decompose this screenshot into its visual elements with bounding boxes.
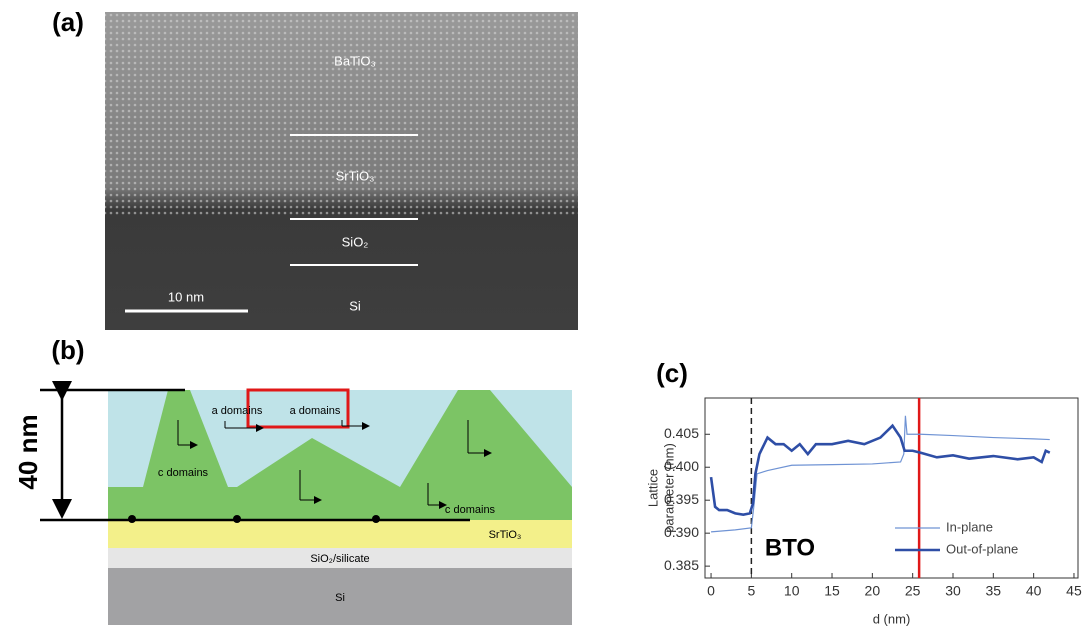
- layer-label: SrTiO₃: [336, 168, 375, 183]
- x-axis-title: d (nm): [873, 611, 911, 626]
- legend-label: In-plane: [946, 519, 993, 534]
- label: c domains: [445, 504, 496, 516]
- label: SiO₂/silicate: [310, 553, 369, 565]
- label: a domains: [290, 405, 341, 417]
- panel-label: (b): [51, 335, 84, 365]
- dot: [128, 515, 136, 523]
- label: a domains: [212, 405, 263, 417]
- dot: [372, 515, 380, 523]
- x-tick-label: 5: [747, 583, 755, 599]
- x-tick-label: 45: [1066, 583, 1082, 599]
- layer-label: BaTiO₃: [334, 53, 376, 68]
- y-tick-label: 0.405: [664, 425, 699, 441]
- x-tick-label: 15: [824, 583, 840, 599]
- y-tick-label: 0.385: [664, 557, 699, 573]
- annotation: BTO: [765, 534, 815, 561]
- panel-label: (c): [656, 358, 688, 388]
- legend-label: Out-of-plane: [946, 541, 1018, 556]
- x-tick-label: 30: [945, 583, 961, 599]
- label: SrTiO₃: [489, 529, 522, 541]
- dot: [233, 515, 241, 523]
- scale-label: 10 nm: [168, 289, 204, 304]
- layer-label: Si: [349, 298, 361, 313]
- label: c domains: [158, 467, 209, 479]
- x-tick-label: 25: [905, 583, 921, 599]
- x-tick-label: 20: [865, 583, 881, 599]
- panel-label: (a): [52, 7, 84, 37]
- series-line: [711, 416, 1050, 532]
- x-tick-label: 35: [986, 583, 1002, 599]
- x-tick-label: 0: [707, 583, 715, 599]
- x-tick-label: 40: [1026, 583, 1042, 599]
- figure: (a) BaTiO₃ SrTiO₃ SiO₂ Si 10 nm (b) 40 nm a doma…: [0, 0, 1086, 633]
- thickness-label: 40 nm: [13, 414, 43, 489]
- x-tick-label: 10: [784, 583, 800, 599]
- series-line: [711, 426, 1050, 515]
- tem-lattice: [105, 12, 578, 217]
- y-axis-title: parameter (nm): [661, 443, 676, 533]
- y-axis-title: Lattice: [645, 469, 660, 507]
- layer-label: SiO₂: [342, 234, 369, 249]
- label: Si: [335, 592, 345, 604]
